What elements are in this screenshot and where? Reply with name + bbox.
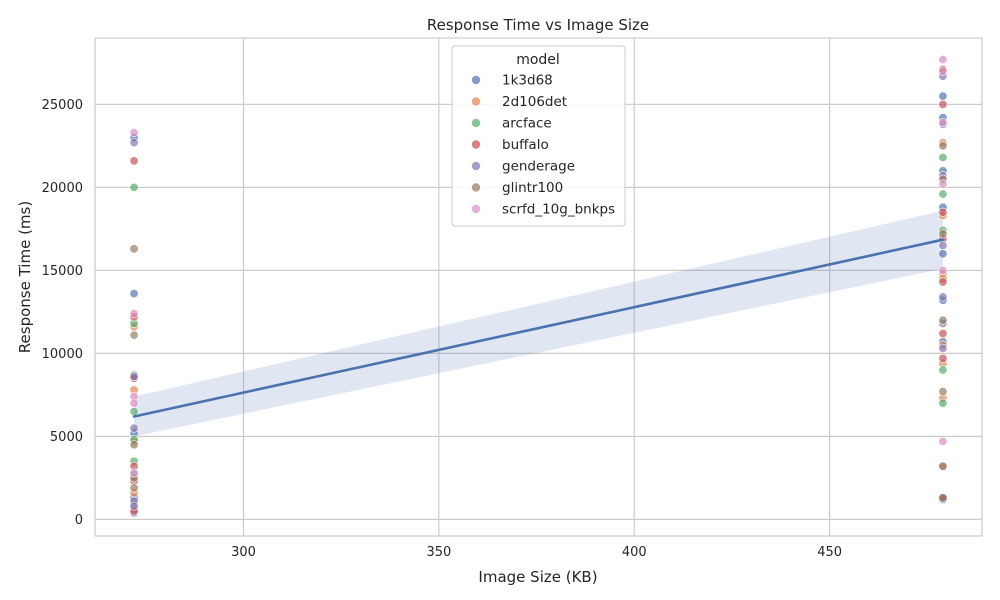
confidence-band bbox=[134, 210, 943, 437]
y-tick-label: 0 bbox=[75, 513, 83, 528]
point-arcface bbox=[938, 189, 948, 199]
legend: model 1k3d68 2d106det arcface buffalo gender… bbox=[451, 45, 626, 227]
legend-label-arcface: arcface bbox=[502, 116, 552, 132]
point-scrfd-10g-bnkps bbox=[938, 66, 948, 76]
legend-marker-1k3d68 bbox=[471, 75, 481, 85]
legend-marker-arcface bbox=[471, 118, 481, 128]
point-scrfd-10g-bnkps bbox=[938, 118, 948, 128]
point-glintr100 bbox=[938, 141, 948, 151]
point-genderage bbox=[129, 372, 139, 382]
point-arcface bbox=[938, 365, 948, 375]
point-arcface bbox=[938, 398, 948, 408]
point-glintr100 bbox=[938, 387, 948, 397]
y-tick-label: 20000 bbox=[42, 181, 83, 196]
point-1k3d68 bbox=[938, 249, 948, 259]
point-genderage bbox=[938, 241, 948, 251]
chart-title: Response Time vs Image Size bbox=[427, 16, 649, 34]
legend-label-glintr100: glintr100 bbox=[502, 180, 563, 196]
confidence-band-layer bbox=[134, 210, 943, 437]
point-buffalo bbox=[938, 99, 948, 109]
point-glintr100 bbox=[938, 461, 948, 471]
point-genderage bbox=[129, 501, 139, 511]
y-tick-label: 15000 bbox=[42, 264, 83, 279]
legend-title: model bbox=[516, 52, 560, 68]
legend-marker-glintr100 bbox=[471, 183, 481, 192]
point-genderage bbox=[938, 292, 948, 302]
legend-label-scrfd-10g-bnkps: scrfd_10g_bnkps bbox=[502, 202, 615, 218]
y-tick-label: 10000 bbox=[42, 347, 83, 362]
x-tick-label: 400 bbox=[622, 545, 647, 560]
point-arcface bbox=[129, 182, 139, 192]
point-scrfd-10g-bnkps bbox=[938, 436, 948, 446]
point-scrfd-10g-bnkps bbox=[938, 179, 948, 189]
point-genderage bbox=[129, 423, 139, 433]
point-buffalo bbox=[938, 207, 948, 217]
point-scrfd-10g-bnkps bbox=[129, 309, 139, 319]
point-glintr100 bbox=[938, 229, 948, 239]
point-arcface bbox=[129, 406, 139, 416]
point-scrfd-10g-bnkps bbox=[938, 265, 948, 275]
regression-line bbox=[132, 238, 945, 418]
point-1k3d68 bbox=[938, 91, 948, 101]
legend-marker-genderage bbox=[471, 161, 481, 171]
legend-items: 1k3d68 2d106det arcface buffalo genderage gli… bbox=[471, 73, 615, 218]
point-scrfd-10g-bnkps bbox=[129, 398, 139, 408]
y-tick-labels: 0 5000 10000 15000 20000 25000 bbox=[42, 98, 83, 528]
plot-frame bbox=[94, 37, 983, 537]
point-buffalo bbox=[938, 353, 948, 363]
point-glintr100 bbox=[938, 315, 948, 325]
point-scrfd-10g-bnkps bbox=[129, 128, 139, 138]
legend-marker-buffalo bbox=[471, 140, 481, 149]
point-buffalo bbox=[938, 277, 948, 287]
point-1k3d68 bbox=[129, 289, 139, 299]
x-tick-labels: 300 350 400 450 bbox=[231, 545, 842, 560]
point-buffalo bbox=[129, 156, 139, 166]
legend-label-genderage: genderage bbox=[502, 159, 575, 175]
point-buffalo bbox=[938, 328, 948, 338]
y-tick-label: 5000 bbox=[50, 430, 83, 445]
point-glintr100 bbox=[129, 244, 139, 254]
point-genderage bbox=[938, 343, 948, 353]
y-tick-label: 25000 bbox=[42, 98, 83, 113]
point-genderage bbox=[129, 138, 139, 148]
y-axis-label: Response Time (ms) bbox=[16, 201, 34, 353]
point-scrfd-10g-bnkps bbox=[129, 468, 139, 478]
legend-label-2d106det: 2d106det bbox=[502, 94, 567, 110]
legend-label-1k3d68: 1k3d68 bbox=[502, 73, 553, 89]
point-glintr100 bbox=[129, 330, 139, 340]
scatter-points bbox=[129, 55, 948, 518]
legend-marker-2d106det bbox=[471, 97, 481, 106]
x-tick-label: 350 bbox=[426, 545, 451, 560]
legend-label-buffalo: buffalo bbox=[502, 137, 549, 153]
point-scrfd-10g-bnkps bbox=[938, 55, 948, 65]
legend-box bbox=[451, 45, 626, 227]
point-glintr100 bbox=[129, 483, 139, 493]
x-tick-label: 450 bbox=[817, 545, 842, 560]
point-glintr100 bbox=[129, 440, 139, 450]
point-arcface bbox=[938, 153, 948, 163]
regression-line-layer bbox=[132, 238, 945, 418]
x-axis-label: Image Size (KB) bbox=[478, 568, 597, 586]
point-glintr100 bbox=[938, 493, 948, 503]
legend-marker-scrfd-10g-bnkps bbox=[471, 204, 481, 214]
x-tick-label: 300 bbox=[231, 545, 256, 560]
